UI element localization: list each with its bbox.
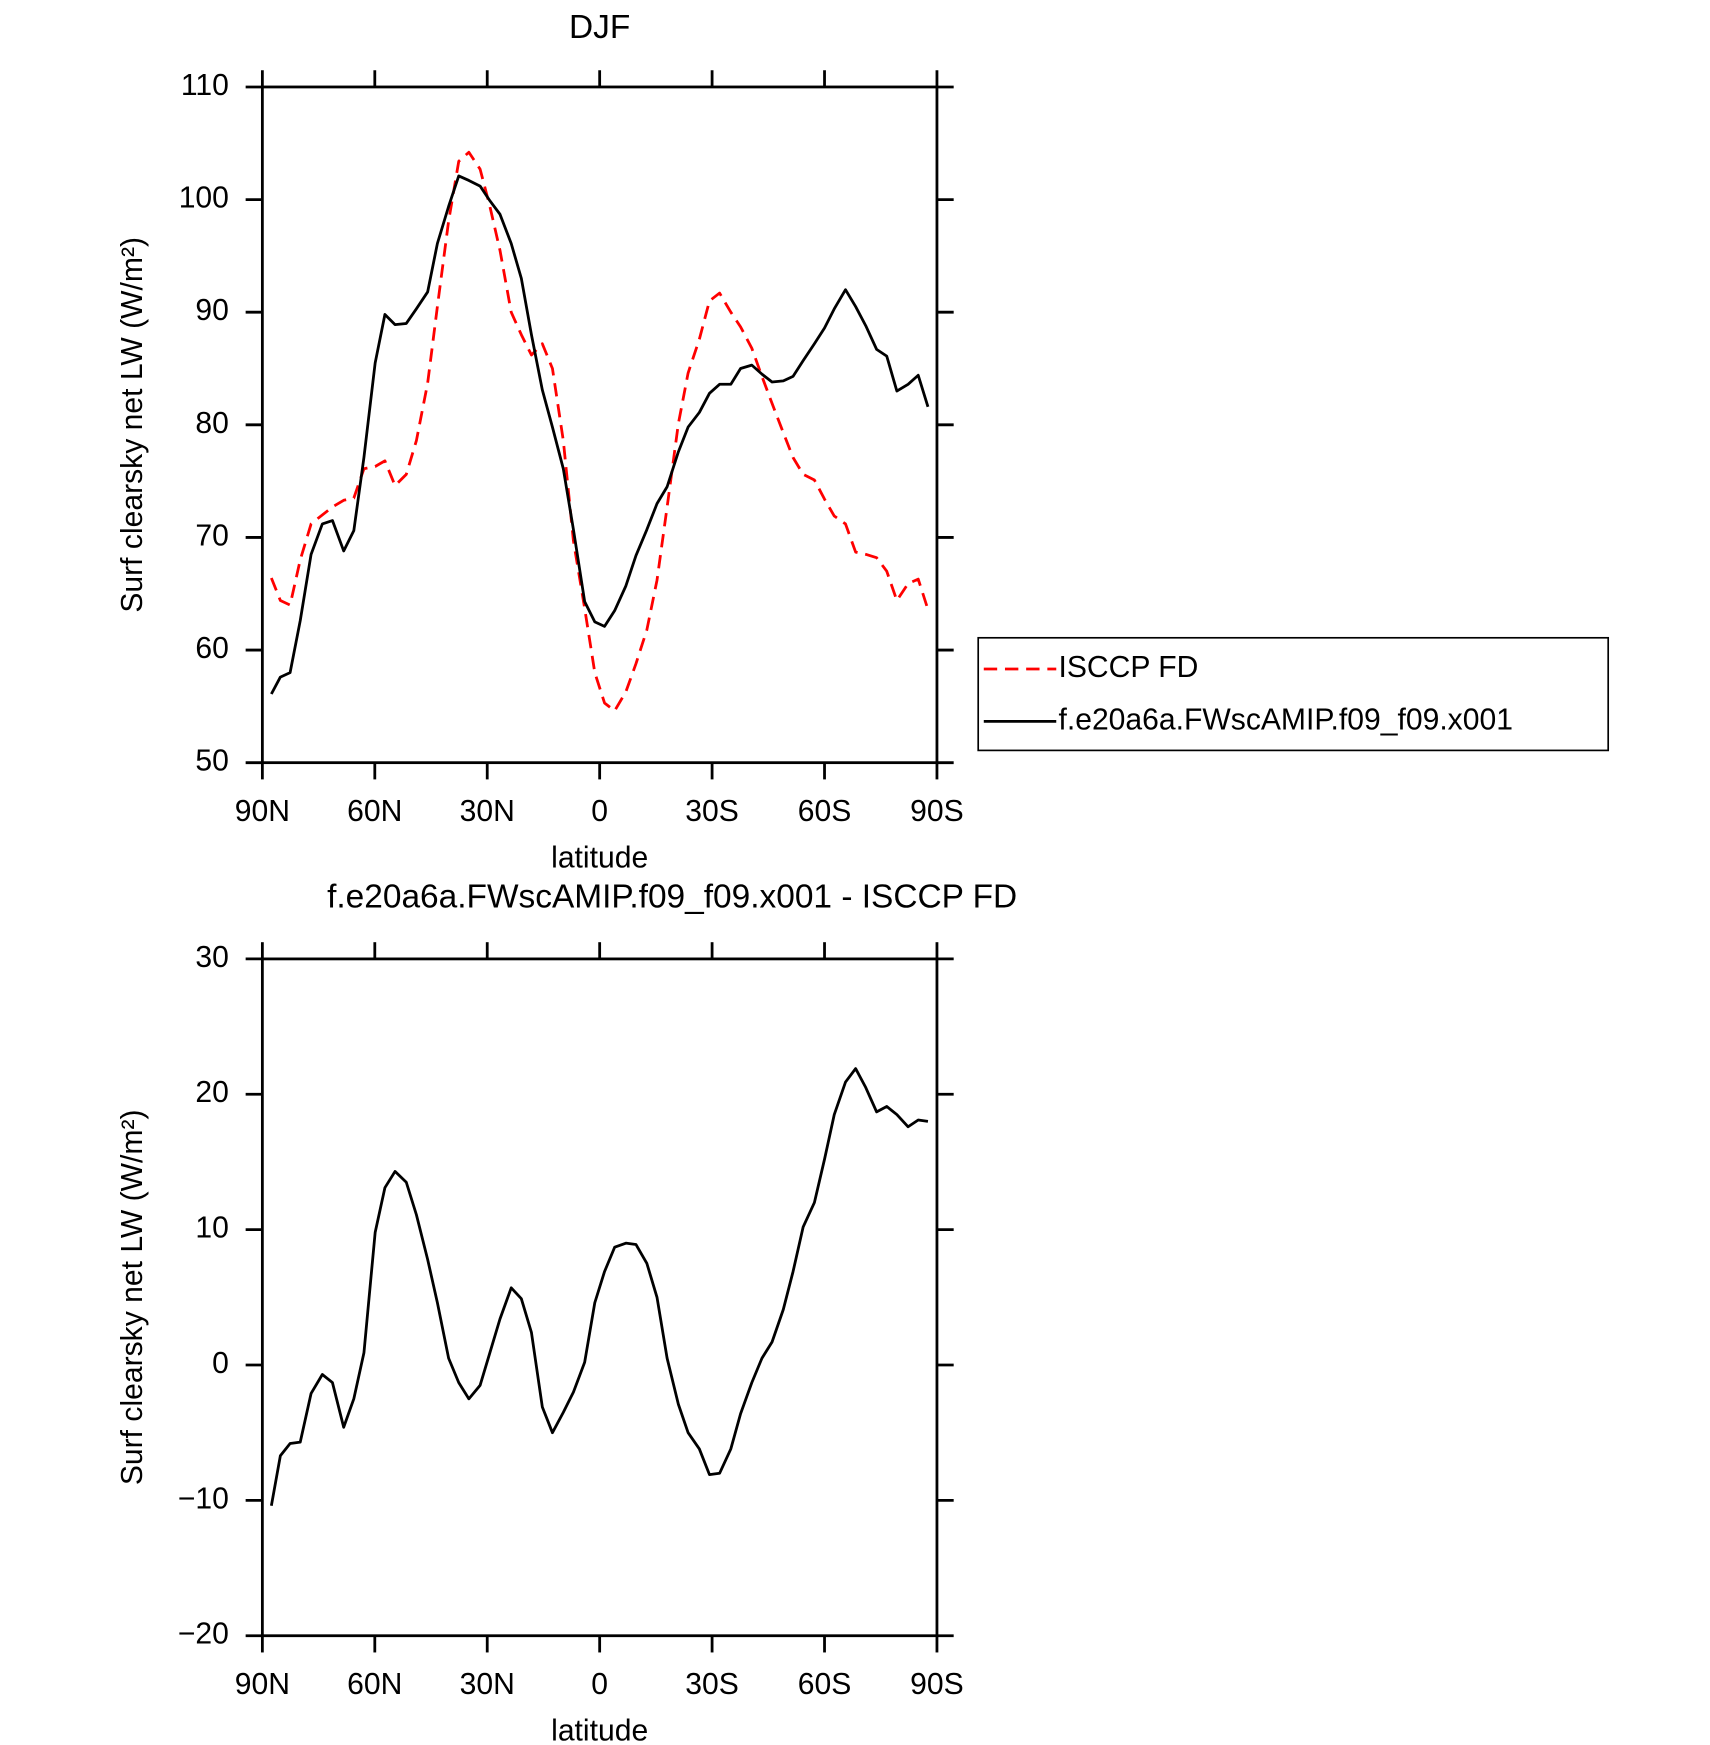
x-tick-label: 60N [347,1668,402,1701]
data-line [269,1067,929,1507]
x-tick-label: 0 [591,1668,608,1701]
y-tick-label: −20 [178,1618,229,1651]
x-tick-label: 90N [235,1668,290,1701]
legend-label: f.e20a6a.FWscAMIP.f09_f09.x001 [1058,703,1512,736]
y-tick-label: −10 [178,1482,229,1515]
y-tick-label: 0 [212,1347,229,1380]
x-axis-label: latitude [551,842,648,875]
legend-label: ISCCP FD [1058,651,1198,684]
chart-title: f.e20a6a.FWscAMIP.f09_f09.x001 - ISCCP F… [327,879,1017,916]
y-tick-label: 110 [181,69,229,102]
y-tick-label: 60 [195,632,228,665]
x-tick-label: 0 [591,795,608,828]
data-line [270,174,930,695]
x-tick-label: 90N [235,795,290,828]
y-axis-label: Surf clearsky net LW (W/m²) [116,1109,149,1485]
legend-box [977,636,1610,752]
plot-frame [260,85,939,765]
x-tick-label: 30N [460,795,515,828]
y-tick-label: 30 [195,941,228,974]
x-tick-label: 30S [685,1668,739,1701]
x-tick-label: 90S [910,795,964,828]
plot-frame [260,957,939,1638]
x-tick-label: 60S [798,795,852,828]
y-axis-label: Surf clearsky net LW (W/m²) [116,237,149,613]
chart-title: DJF [569,9,630,46]
y-tick-label: 80 [195,407,228,440]
y-tick-label: 90 [195,294,228,327]
y-tick-label: 20 [195,1076,228,1109]
x-axis-label: latitude [551,1715,648,1745]
y-tick-label: 10 [195,1212,228,1245]
y-tick-label: 50 [195,745,228,778]
x-tick-label: 30N [460,1668,515,1701]
x-tick-label: 60N [347,795,402,828]
data-line [270,150,930,713]
x-tick-label: 60S [798,1668,852,1701]
y-tick-label: 70 [195,519,228,552]
x-tick-label: 30S [685,795,739,828]
y-tick-label: 100 [179,182,229,215]
x-tick-label: 90S [910,1668,964,1701]
